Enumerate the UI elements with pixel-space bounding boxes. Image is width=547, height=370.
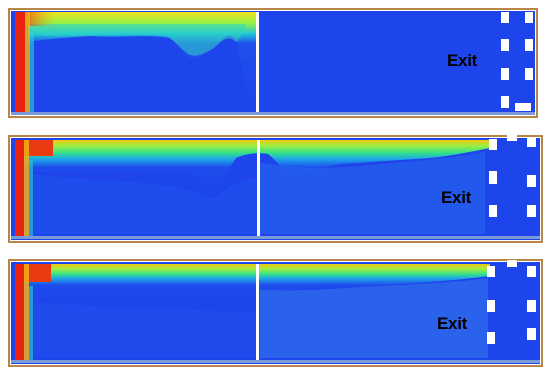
contour-plot-1: [8, 8, 538, 118]
exit-openings: [501, 12, 533, 111]
plume-region: [15, 140, 490, 190]
wall-warm-strip: [24, 140, 29, 236]
right-light-band: [260, 278, 488, 358]
deep-layer: [34, 174, 256, 234]
partition-line: [257, 140, 260, 236]
exit-openings: [487, 260, 536, 344]
wall-cyan-strip: [30, 28, 34, 112]
plume-region: [15, 264, 490, 301]
exit-openings: [489, 134, 536, 217]
right-light-band: [259, 152, 485, 234]
floor-line: [11, 360, 540, 363]
frame-outline: [8, 259, 543, 367]
frame-outline: [8, 135, 543, 243]
partition-line: [256, 12, 259, 112]
wall-hot-strip: [15, 140, 24, 236]
wall-warm-strip: [24, 264, 29, 360]
wall-warm-strip: [25, 12, 30, 112]
simulation-panel-3: Exit: [0, 254, 547, 370]
exit-label-2: Exit: [441, 188, 471, 207]
frame-outline: [8, 8, 538, 118]
wall-cyan-strip: [29, 160, 33, 236]
exit-label-3: Exit: [437, 314, 467, 333]
contour-plot-3: [8, 259, 543, 367]
contour-plot-2: [8, 134, 543, 243]
partition-line: [256, 264, 259, 360]
simulation-panel-1: Exit: [0, 0, 547, 122]
wall-hot-strip: [15, 264, 24, 360]
exit-label-1: Exit: [447, 51, 477, 70]
deep-layer: [34, 302, 256, 358]
floor-line: [11, 112, 535, 115]
simulation-panel-2: Exit: [0, 130, 547, 246]
cyan-band: [28, 24, 246, 56]
wall-hot-strip: [15, 12, 25, 112]
floor-line: [11, 236, 540, 239]
wall-cyan-strip: [29, 286, 33, 360]
